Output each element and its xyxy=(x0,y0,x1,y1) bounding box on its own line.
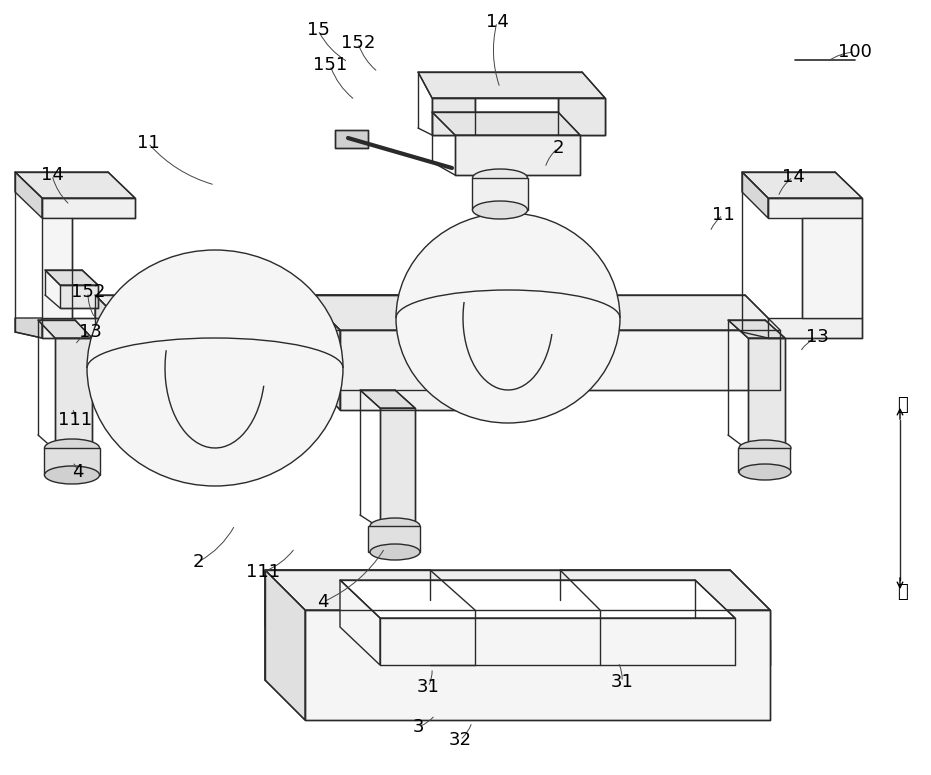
Text: 13: 13 xyxy=(78,323,101,341)
Polygon shape xyxy=(335,130,368,148)
Text: 31: 31 xyxy=(416,678,439,696)
Polygon shape xyxy=(42,218,72,318)
Polygon shape xyxy=(380,408,415,528)
Text: 152: 152 xyxy=(341,34,375,52)
Ellipse shape xyxy=(739,464,791,480)
Text: 15: 15 xyxy=(306,21,330,39)
Text: 14: 14 xyxy=(41,166,63,184)
Polygon shape xyxy=(95,295,130,390)
Polygon shape xyxy=(478,248,572,265)
Polygon shape xyxy=(560,570,770,610)
Ellipse shape xyxy=(45,439,100,457)
Polygon shape xyxy=(432,98,475,135)
Text: 2: 2 xyxy=(552,139,564,157)
Text: 151: 151 xyxy=(313,56,347,74)
Polygon shape xyxy=(55,338,92,450)
Polygon shape xyxy=(168,262,260,278)
Text: 14: 14 xyxy=(781,168,804,186)
Polygon shape xyxy=(305,295,340,410)
Polygon shape xyxy=(265,570,310,665)
Polygon shape xyxy=(265,600,770,640)
Polygon shape xyxy=(742,172,768,218)
Ellipse shape xyxy=(45,466,100,484)
Polygon shape xyxy=(472,178,528,210)
Polygon shape xyxy=(802,218,862,318)
Ellipse shape xyxy=(87,250,343,486)
Polygon shape xyxy=(15,172,42,218)
Text: 14: 14 xyxy=(486,13,508,31)
Ellipse shape xyxy=(473,201,528,219)
Polygon shape xyxy=(265,600,310,720)
Polygon shape xyxy=(748,338,785,450)
Text: 4: 4 xyxy=(73,463,84,481)
Polygon shape xyxy=(340,330,490,410)
Polygon shape xyxy=(265,570,430,600)
Text: 11: 11 xyxy=(711,206,735,224)
Polygon shape xyxy=(728,320,785,338)
Text: 31: 31 xyxy=(611,673,633,691)
Polygon shape xyxy=(455,135,580,175)
Polygon shape xyxy=(38,320,92,338)
Polygon shape xyxy=(498,265,572,282)
Polygon shape xyxy=(42,198,135,218)
Polygon shape xyxy=(738,448,790,472)
Polygon shape xyxy=(340,580,735,618)
Ellipse shape xyxy=(370,518,420,534)
Polygon shape xyxy=(430,330,560,390)
Polygon shape xyxy=(45,270,98,285)
Polygon shape xyxy=(360,390,415,408)
Polygon shape xyxy=(305,640,770,665)
Polygon shape xyxy=(475,98,558,135)
Polygon shape xyxy=(368,526,420,552)
Polygon shape xyxy=(305,295,490,330)
Ellipse shape xyxy=(739,440,791,456)
Polygon shape xyxy=(265,570,475,610)
Polygon shape xyxy=(600,610,770,665)
Polygon shape xyxy=(340,580,380,665)
Polygon shape xyxy=(310,610,475,665)
Polygon shape xyxy=(186,278,260,295)
Polygon shape xyxy=(768,318,862,338)
Polygon shape xyxy=(44,448,100,475)
Text: 111: 111 xyxy=(246,563,280,581)
Polygon shape xyxy=(432,112,580,135)
Text: 4: 4 xyxy=(317,593,329,611)
Polygon shape xyxy=(265,570,305,720)
Polygon shape xyxy=(265,570,770,610)
Polygon shape xyxy=(742,172,862,198)
Text: 上: 上 xyxy=(897,396,908,414)
Polygon shape xyxy=(15,318,42,338)
Polygon shape xyxy=(60,285,98,308)
Polygon shape xyxy=(305,610,770,720)
Text: 100: 100 xyxy=(838,43,872,61)
Text: 13: 13 xyxy=(805,328,829,346)
Text: 32: 32 xyxy=(449,731,471,749)
Text: 11: 11 xyxy=(137,134,159,152)
Polygon shape xyxy=(432,98,605,135)
Polygon shape xyxy=(42,318,135,338)
Text: 111: 111 xyxy=(58,411,92,429)
Ellipse shape xyxy=(370,544,420,560)
Polygon shape xyxy=(768,198,862,218)
Text: 3: 3 xyxy=(412,718,424,736)
Polygon shape xyxy=(418,72,605,98)
Polygon shape xyxy=(130,330,780,390)
Text: 152: 152 xyxy=(71,283,105,301)
Polygon shape xyxy=(95,295,780,330)
Polygon shape xyxy=(15,172,135,198)
Text: 2: 2 xyxy=(192,553,204,571)
Ellipse shape xyxy=(473,169,528,187)
Ellipse shape xyxy=(396,213,620,423)
Text: 下: 下 xyxy=(897,583,908,601)
Polygon shape xyxy=(558,98,605,135)
